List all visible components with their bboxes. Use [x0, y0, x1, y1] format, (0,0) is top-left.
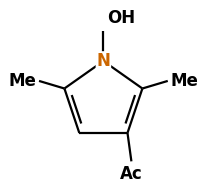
Text: OH: OH	[107, 9, 135, 27]
Text: Ac: Ac	[119, 165, 142, 183]
Text: N: N	[96, 52, 110, 70]
Text: Me: Me	[8, 72, 36, 90]
Text: Me: Me	[170, 72, 198, 90]
